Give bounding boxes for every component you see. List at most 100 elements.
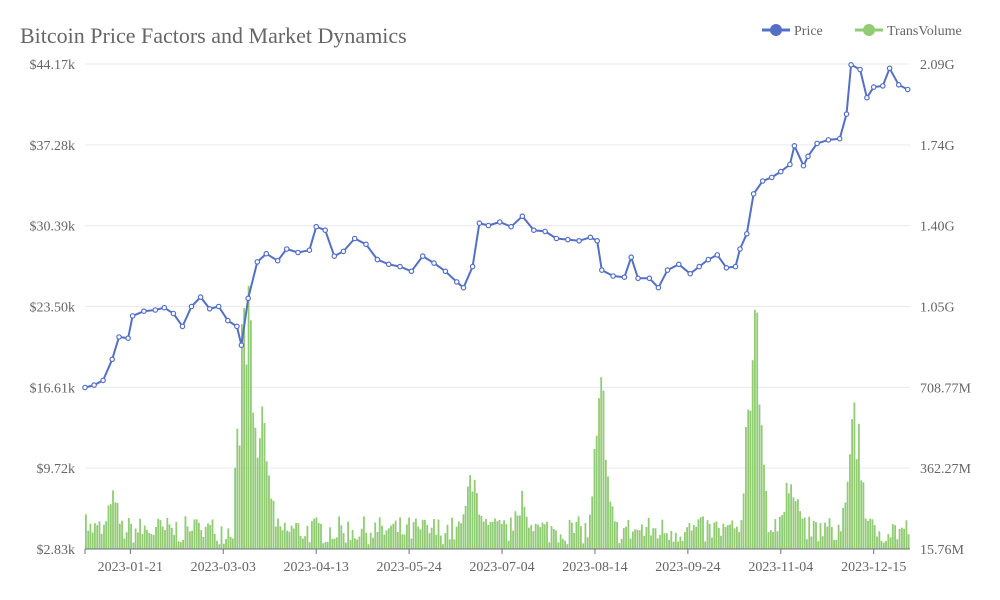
transvolume-bar (435, 534, 438, 549)
transvolume-bar (211, 519, 214, 549)
transvolume-bars (85, 285, 910, 549)
left-axis-tick-label: $16.61k (30, 381, 76, 396)
transvolume-bar (659, 534, 661, 549)
price-point (215, 303, 222, 310)
legend-item-price[interactable]: Price (762, 24, 823, 39)
transvolume-bar (464, 505, 467, 549)
price-point (553, 235, 560, 242)
transvolume-bar (702, 516, 704, 549)
transvolume-bar (326, 541, 329, 549)
transvolume-bar (476, 493, 478, 549)
transvolume-bar (333, 538, 336, 549)
transvolume-bar (684, 532, 686, 549)
transvolume-bar (808, 516, 811, 549)
transvolume-bar (864, 518, 867, 549)
price-point (295, 249, 301, 256)
transvolume-bar (801, 518, 804, 549)
transvolume-bar (507, 540, 510, 549)
transvolume-bar (412, 521, 415, 549)
axes: $2.83k $9.72k $16.61k $23.50k $30.39k $37.28k… (30, 58, 972, 575)
transvolume-bar (688, 523, 691, 549)
transvolume-bar (424, 519, 426, 549)
transvolume-bar (277, 518, 279, 549)
grid-lines (85, 63, 910, 469)
price-point (750, 191, 757, 197)
transvolume-bar (663, 533, 666, 549)
transvolume-bar (867, 520, 869, 549)
transvolume-bar (787, 493, 790, 549)
transvolume-bar (89, 523, 92, 549)
price-point (188, 303, 195, 310)
price-point (805, 153, 811, 160)
transvolume-bar (647, 517, 650, 549)
price-point (238, 342, 245, 349)
transvolume-bar (668, 539, 671, 549)
transvolume-bar (274, 526, 277, 549)
price-point (161, 304, 168, 311)
legend[interactable]: Price TransVolume (762, 24, 962, 39)
transvolume-bar (229, 536, 232, 549)
transvolume-bar (487, 524, 490, 549)
transvolume-bar (670, 530, 673, 549)
legend-item-transvolume[interactable]: TransVolume (855, 24, 962, 39)
price-point (170, 310, 177, 317)
price-point (340, 248, 347, 255)
transvolume-bar (812, 520, 815, 549)
transvolume-bar (127, 518, 130, 549)
transvolume-bar (600, 377, 603, 549)
price-point (576, 238, 582, 244)
transvolume-bar (369, 532, 372, 549)
transvolume-bar (347, 521, 350, 549)
price-point (675, 261, 682, 268)
transvolume-bar (876, 536, 878, 549)
price-point (564, 236, 571, 243)
transvolume-bar (745, 427, 747, 549)
price-point (646, 275, 653, 282)
transvolume-bar (263, 423, 266, 549)
price-point (283, 246, 290, 252)
chart-title: Bitcoin Price Factors and Market Dynamic… (20, 23, 407, 48)
transvolume-bar (539, 527, 542, 549)
transvolume-bar (182, 540, 185, 549)
transvolume-bar (751, 360, 754, 549)
transvolume-bar (747, 409, 750, 549)
transvolume-bar (198, 522, 200, 549)
transvolume-bar (729, 524, 732, 549)
transvolume-bar (607, 476, 609, 549)
transvolume-bar (889, 537, 892, 549)
transvolume-bar (222, 543, 225, 549)
transvolume-bar (85, 514, 87, 549)
transvolume-bar (891, 524, 894, 549)
price-point (225, 317, 231, 324)
transvolume-bar (415, 518, 417, 549)
transvolume-bar (329, 527, 331, 549)
transvolume-bar (907, 534, 910, 549)
price-point (542, 228, 548, 235)
transvolume-bar (105, 521, 108, 549)
transvolume-bar (665, 533, 668, 549)
transvolume-bar (453, 539, 456, 549)
price-point (655, 284, 662, 291)
transvolume-bar (842, 507, 845, 549)
transvolume-bar (778, 516, 781, 549)
transvolume-bar (846, 481, 849, 549)
transvolume-bar (168, 524, 171, 549)
transvolume-bar (609, 501, 612, 549)
price-point (714, 252, 721, 258)
transvolume-bar (112, 490, 114, 549)
price-point (825, 137, 832, 143)
transvolume-bar (821, 536, 824, 549)
transvolume-bar (148, 532, 151, 549)
transvolume-bar (116, 503, 119, 549)
transvolume-bar (292, 528, 295, 549)
transvolume-bar (896, 539, 899, 549)
transvolume-bar (586, 537, 589, 549)
price-point (363, 241, 369, 248)
price-point (587, 234, 594, 241)
price-point (635, 275, 641, 282)
transvolume-bar (462, 514, 465, 549)
price-line-layer (82, 62, 911, 391)
transvolume-bar (385, 530, 388, 549)
transvolume-bar (853, 402, 856, 549)
price-point (254, 259, 261, 265)
